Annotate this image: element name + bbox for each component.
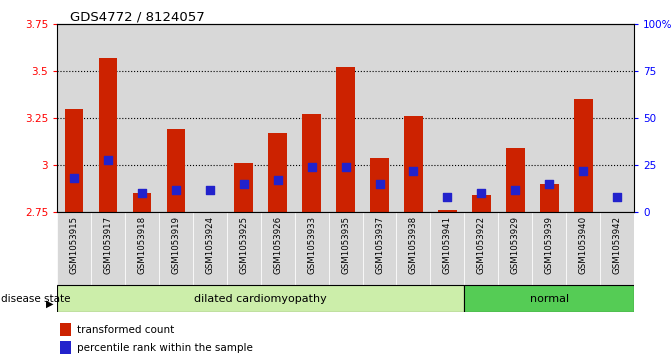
Bar <box>261 24 295 212</box>
Bar <box>600 212 634 285</box>
Bar <box>329 212 362 285</box>
Point <box>476 191 486 196</box>
Point <box>442 194 453 200</box>
Bar <box>99 58 117 212</box>
Bar <box>193 212 227 285</box>
Bar <box>268 133 287 212</box>
Text: GSM1053933: GSM1053933 <box>307 216 316 274</box>
Text: GSM1053938: GSM1053938 <box>409 216 418 274</box>
Text: GSM1053922: GSM1053922 <box>477 216 486 274</box>
Bar <box>295 212 329 285</box>
Bar <box>464 24 499 212</box>
Point <box>103 156 113 162</box>
Bar <box>159 24 193 212</box>
Bar <box>472 195 491 212</box>
Bar <box>261 212 295 285</box>
Text: GSM1053935: GSM1053935 <box>341 216 350 274</box>
Text: GDS4772 / 8124057: GDS4772 / 8124057 <box>70 11 205 24</box>
Bar <box>227 24 261 212</box>
Text: GSM1053917: GSM1053917 <box>103 216 113 274</box>
Bar <box>60 341 71 354</box>
Bar <box>532 24 566 212</box>
Text: GSM1053937: GSM1053937 <box>375 216 384 274</box>
Bar <box>336 67 355 212</box>
Text: transformed count: transformed count <box>77 325 174 335</box>
Bar <box>295 24 329 212</box>
Text: GSM1053924: GSM1053924 <box>205 216 214 274</box>
Point <box>578 168 588 174</box>
Bar <box>133 193 151 212</box>
Point <box>136 191 147 196</box>
Bar <box>464 285 634 312</box>
Bar <box>499 212 532 285</box>
Bar <box>540 184 558 212</box>
Bar <box>506 148 525 212</box>
Bar <box>234 163 253 212</box>
Text: GSM1053918: GSM1053918 <box>138 216 146 274</box>
Bar <box>370 158 389 212</box>
Bar <box>57 24 91 212</box>
Bar <box>91 24 125 212</box>
Point <box>510 187 521 193</box>
Bar <box>57 285 464 312</box>
Bar <box>438 211 457 212</box>
Bar <box>532 212 566 285</box>
Point <box>374 181 385 187</box>
Bar <box>362 24 397 212</box>
Bar <box>166 129 185 212</box>
Bar <box>57 212 91 285</box>
Bar <box>329 24 362 212</box>
Bar <box>499 24 532 212</box>
Bar <box>91 212 125 285</box>
Bar <box>404 116 423 212</box>
Bar <box>566 212 600 285</box>
Bar <box>362 212 397 285</box>
Bar <box>193 24 227 212</box>
Text: GSM1053915: GSM1053915 <box>70 216 79 274</box>
Bar <box>60 323 71 336</box>
Point <box>170 187 181 193</box>
Text: GSM1053925: GSM1053925 <box>240 216 248 274</box>
Point <box>408 168 419 174</box>
Text: GSM1053926: GSM1053926 <box>273 216 282 274</box>
Bar <box>64 109 83 212</box>
Bar <box>159 212 193 285</box>
Bar <box>430 212 464 285</box>
Text: GSM1053919: GSM1053919 <box>171 216 180 274</box>
Text: GSM1053940: GSM1053940 <box>578 216 588 274</box>
Bar <box>566 24 600 212</box>
Text: GSM1053929: GSM1053929 <box>511 216 520 274</box>
Bar <box>397 212 430 285</box>
Bar <box>227 212 261 285</box>
Point <box>205 187 215 193</box>
Text: ▶: ▶ <box>46 299 53 309</box>
Text: normal: normal <box>529 294 569 303</box>
Point <box>340 164 351 170</box>
Point <box>238 181 249 187</box>
Bar <box>600 24 634 212</box>
Bar <box>125 212 159 285</box>
Bar <box>397 24 430 212</box>
Text: percentile rank within the sample: percentile rank within the sample <box>77 343 253 353</box>
Point <box>544 181 555 187</box>
Text: GSM1053941: GSM1053941 <box>443 216 452 274</box>
Point <box>272 178 283 183</box>
Point <box>68 175 79 181</box>
Bar <box>574 99 592 212</box>
Text: disease state: disease state <box>1 294 70 303</box>
Bar <box>464 212 499 285</box>
Bar <box>430 24 464 212</box>
Text: dilated cardiomyopathy: dilated cardiomyopathy <box>195 294 327 303</box>
Point <box>612 194 623 200</box>
Text: GSM1053942: GSM1053942 <box>613 216 621 274</box>
Bar <box>125 24 159 212</box>
Point <box>306 164 317 170</box>
Bar <box>302 114 321 212</box>
Text: GSM1053939: GSM1053939 <box>545 216 554 274</box>
